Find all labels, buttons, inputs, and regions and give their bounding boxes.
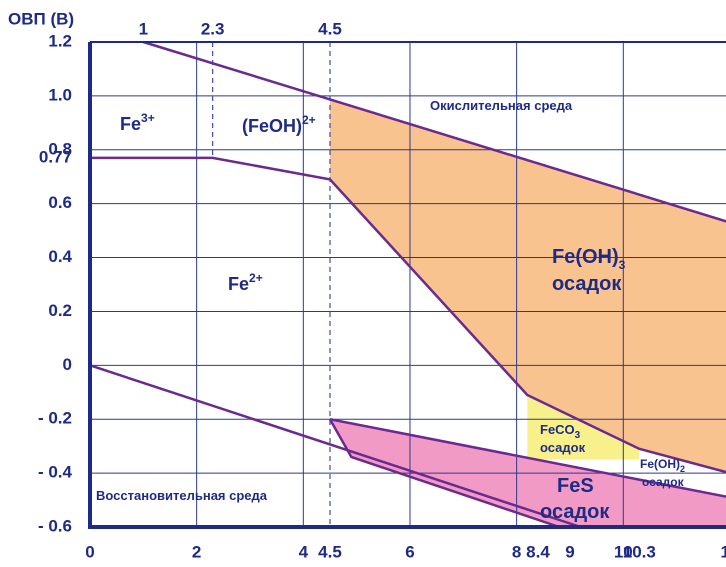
x-tick-label: 9 xyxy=(565,542,574,561)
text: 2+ xyxy=(302,113,316,127)
x-tick-label-top: 4.5 xyxy=(318,19,342,38)
boundary-line xyxy=(89,364,582,529)
text: 3+ xyxy=(141,111,155,125)
y-tick-label: 1.2 xyxy=(48,31,72,50)
region xyxy=(329,99,726,473)
x-tick-label: 10 xyxy=(614,542,633,561)
x-tick-label: 0 xyxy=(85,542,94,561)
y-tick-label: 1.0 xyxy=(48,85,72,104)
text: 2+ xyxy=(249,271,263,285)
ticks: 1.2 1.0 0.80.77 0.6 0.4 0.2 0 - 0.2 - 0.4 - 0.6 0 2… xyxy=(38,19,726,561)
x-tick-label: 8.4 xyxy=(526,542,550,561)
y-tick-label: - 0.4 xyxy=(38,463,73,482)
x-tick-label-top: 2.3 xyxy=(201,19,225,38)
boundary-line xyxy=(328,418,560,529)
text: Fe xyxy=(120,114,141,134)
x-tick-label: 4 xyxy=(299,542,309,561)
boundary-line xyxy=(90,156,726,474)
y-tick-label: 0.4 xyxy=(48,247,72,266)
y-tick-label: 0 xyxy=(63,355,72,374)
x-tick-label: 2 xyxy=(192,542,201,561)
text: FeCO xyxy=(540,422,575,437)
x-tick-label: 6 xyxy=(405,542,414,561)
text: Fe(OH) xyxy=(552,246,619,268)
x-tick-label: 8 xyxy=(512,542,521,561)
text: (FeOH) xyxy=(242,116,302,136)
grid xyxy=(90,42,726,527)
text: Fe xyxy=(228,274,249,294)
boundary-line xyxy=(329,417,726,498)
region xyxy=(527,394,640,460)
boundary-line xyxy=(142,40,726,223)
x-tick-label: 10.3 xyxy=(623,542,656,561)
y-tick-label: - 0.2 xyxy=(38,409,72,428)
label-feoh: (FeOH)2+ xyxy=(242,113,316,136)
y-axis-title: ОВП (В) xyxy=(8,9,74,28)
label-fes-2: осадок xyxy=(540,501,610,523)
text: Fe(OH) xyxy=(640,457,680,471)
text: 3 xyxy=(575,430,581,441)
text: 2 xyxy=(680,464,685,474)
text: 3 xyxy=(619,258,626,272)
y-tick-label: - 0.6 xyxy=(38,516,72,535)
label-feco3-2: осадок xyxy=(540,440,586,455)
y-tick-label: 0.2 xyxy=(48,301,72,320)
x-tick-label: 4.5 xyxy=(318,542,342,561)
label-feco3: FeCO3 xyxy=(540,422,581,441)
frame xyxy=(88,41,726,529)
x-tick-label: 12 xyxy=(720,542,726,561)
label-fe3: Fe3+ xyxy=(120,111,155,134)
y-tick-label: 0.77 xyxy=(39,147,72,166)
label-feoh2-2: осадок xyxy=(642,475,685,489)
label-feoh3-2: осадок xyxy=(552,273,622,295)
boundaries xyxy=(89,40,726,529)
label-oxidizing: Окислительная среда xyxy=(430,98,573,113)
y-tick-label: 0.8 xyxy=(48,139,72,158)
label-reducing: Восстановительная среда xyxy=(96,488,268,503)
x-tick-label-top: 1 xyxy=(139,19,148,38)
label-fe2: Fe2+ xyxy=(228,271,263,294)
label-feoh2: Fe(OH)2 xyxy=(640,457,685,474)
label-fes: FeS xyxy=(557,475,594,497)
y-tick-label: 0.6 xyxy=(48,193,72,212)
label-feoh3: Fe(OH)3 xyxy=(552,246,626,272)
